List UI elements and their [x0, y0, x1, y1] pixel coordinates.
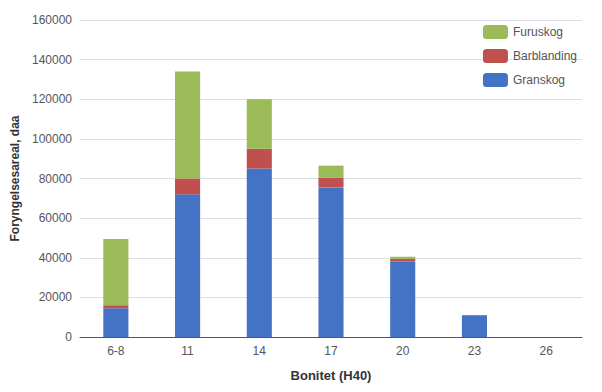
svg-text:40000: 40000 [39, 251, 73, 265]
svg-text:Furuskog: Furuskog [513, 25, 563, 39]
svg-text:11: 11 [181, 344, 194, 358]
svg-text:14: 14 [253, 344, 267, 358]
svg-text:23: 23 [468, 344, 482, 358]
svg-text:140000: 140000 [32, 53, 72, 67]
svg-text:6-8: 6-8 [107, 344, 125, 358]
svg-text:100000: 100000 [32, 132, 72, 146]
svg-text:120000: 120000 [32, 92, 72, 106]
svg-text:17: 17 [324, 344, 338, 358]
svg-text:Granskog: Granskog [513, 73, 565, 87]
svg-text:20000: 20000 [39, 290, 73, 304]
svg-text:Foryngelsesareal, daa: Foryngelsesareal, daa [8, 115, 22, 241]
svg-text:0: 0 [65, 330, 72, 344]
svg-text:60000: 60000 [39, 211, 73, 225]
svg-text:Barblanding: Barblanding [513, 49, 577, 63]
svg-text:26: 26 [539, 344, 553, 358]
svg-text:80000: 80000 [39, 172, 73, 186]
svg-text:160000: 160000 [32, 13, 72, 27]
svg-text:Bonitet (H40): Bonitet (H40) [291, 368, 372, 383]
svg-text:20: 20 [396, 344, 410, 358]
